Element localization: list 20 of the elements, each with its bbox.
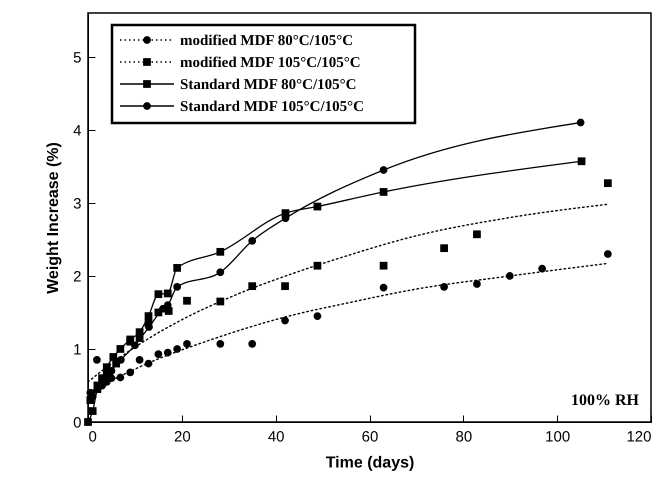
- y-tick-label: 0: [73, 414, 82, 432]
- legend-label: Standard MDF 80°C/105°C: [180, 77, 356, 93]
- y-tick-label: 4: [73, 122, 82, 140]
- annotation: 100% RH: [571, 392, 640, 409]
- y-tick-label: 1: [73, 341, 82, 358]
- x-tick-label: 80: [455, 428, 472, 446]
- x-tick-label: 100: [545, 428, 570, 446]
- legend-label: modified MDF 105°C/105°C: [180, 55, 361, 71]
- x-tick-label: 0: [88, 428, 97, 446]
- x-axis-title: Time (days): [326, 454, 414, 472]
- legend-label: modified MDF 80°C/105°C: [180, 33, 354, 49]
- x-tick-label: 40: [268, 428, 285, 446]
- legend-label: Standard MDF 105°C/105°C: [180, 99, 364, 115]
- x-tick-label: 20: [174, 428, 191, 446]
- x-tick-label: 60: [362, 428, 378, 446]
- y-tick-label: 3: [73, 195, 82, 212]
- y-tick-label: 5: [73, 49, 82, 66]
- y-tick-label: 2: [73, 268, 82, 286]
- y-axis-title: Weight Increase (%): [45, 142, 62, 294]
- x-tick-label: 120: [626, 428, 652, 446]
